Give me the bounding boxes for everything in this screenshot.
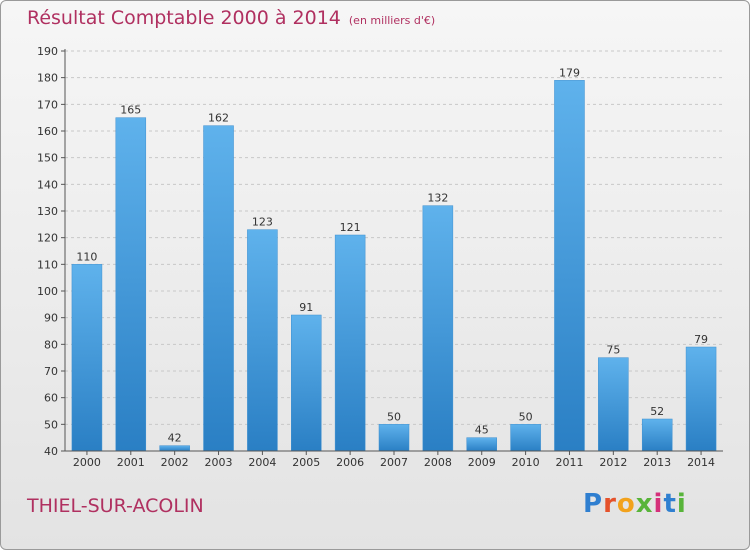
bar-2011	[554, 80, 585, 452]
bar-2002	[159, 445, 190, 452]
chart-title: Résultat Comptable 2000 à 2014 (en millie…	[27, 7, 435, 29]
x-tick-label-2011: 2011	[555, 456, 583, 469]
logo-letter: P	[583, 489, 604, 519]
x-tick-label-2005: 2005	[292, 456, 320, 469]
y-tick-label: 110	[37, 258, 58, 271]
y-tick-label: 40	[44, 445, 58, 458]
y-tick-label: 80	[44, 338, 58, 351]
y-tick-label: 100	[37, 285, 58, 298]
data-label-2006: 121	[340, 221, 361, 234]
data-label-2005: 91	[299, 301, 313, 314]
bar-2008	[422, 205, 454, 452]
data-label-2003: 162	[208, 112, 229, 125]
y-tick-label: 50	[44, 418, 58, 431]
y-tick-label: 130	[37, 205, 58, 218]
chart-title-text: Résultat Comptable 2000 à 2014	[27, 7, 341, 29]
x-tick-label-2004: 2004	[248, 456, 276, 469]
x-tick-label-2012: 2012	[599, 456, 627, 469]
data-label-2012: 75	[606, 344, 620, 357]
data-label-2001: 165	[120, 104, 141, 117]
bar-2000	[71, 264, 103, 452]
logo-letter: r	[603, 489, 617, 519]
x-tick-label-2002: 2002	[161, 456, 189, 469]
x-tick-label-2007: 2007	[380, 456, 408, 469]
x-tick-label-2010: 2010	[512, 456, 540, 469]
logo-letter: x	[635, 489, 654, 519]
y-tick-label: 60	[44, 392, 58, 405]
y-tick-label: 150	[37, 152, 58, 165]
axes	[61, 49, 723, 455]
data-label-2004: 123	[252, 216, 273, 229]
data-label-2007: 50	[387, 410, 401, 423]
bar-2003	[203, 125, 234, 452]
data-label-2013: 52	[650, 405, 664, 418]
bar-2006	[334, 234, 366, 452]
bar-2005	[291, 314, 322, 452]
x-tick-label-2001: 2001	[117, 456, 145, 469]
data-label-2010: 50	[519, 410, 533, 423]
x-tick-label-2000: 2000	[73, 456, 101, 469]
y-tick-label: 120	[37, 232, 58, 245]
x-tick-label-2008: 2008	[424, 456, 452, 469]
data-label-2011: 179	[559, 66, 580, 79]
logo-letter: i	[653, 489, 664, 519]
data-label-2000: 110	[76, 250, 97, 263]
bar-2009	[466, 437, 497, 452]
y-tick-label: 90	[44, 312, 58, 325]
proxiti-logo: Proxiti	[583, 489, 687, 519]
y-tick-label: 180	[37, 72, 58, 85]
data-label-2002: 42	[168, 432, 182, 445]
x-tick-label-2009: 2009	[468, 456, 496, 469]
town-name: THIEL-SUR-ACOLIN	[27, 495, 204, 517]
labels: 40 50 60 70 80 90 100 110 120 130 140 150 160 170 180 1…	[37, 45, 715, 469]
chart-unit: (en milliers d'€)	[348, 14, 436, 27]
bar-2001	[115, 117, 147, 452]
data-label-2014: 79	[694, 333, 708, 346]
bar-2004	[247, 229, 278, 452]
bar-2014	[685, 346, 717, 452]
bar-2012	[598, 357, 629, 452]
y-tick-label: 170	[37, 98, 58, 111]
y-tick-label: 160	[37, 125, 58, 138]
data-label-2008: 132	[427, 192, 448, 205]
y-tick-label: 190	[37, 45, 58, 58]
x-tick-label-2013: 2013	[643, 456, 671, 469]
bar-2013	[641, 418, 673, 452]
y-tick-label: 70	[44, 365, 58, 378]
logo-letter: i	[676, 489, 687, 519]
x-tick-label-2003: 2003	[205, 456, 233, 469]
data-label-2009: 45	[475, 424, 489, 437]
bar-2010	[510, 424, 541, 452]
logo-letter: t	[663, 489, 677, 519]
logo-letter: o	[616, 489, 636, 519]
bar-2007	[378, 424, 410, 452]
bars	[71, 80, 717, 452]
x-tick-label-2014: 2014	[687, 456, 715, 469]
y-tick-label: 140	[37, 178, 58, 191]
x-tick-label-2006: 2006	[336, 456, 364, 469]
